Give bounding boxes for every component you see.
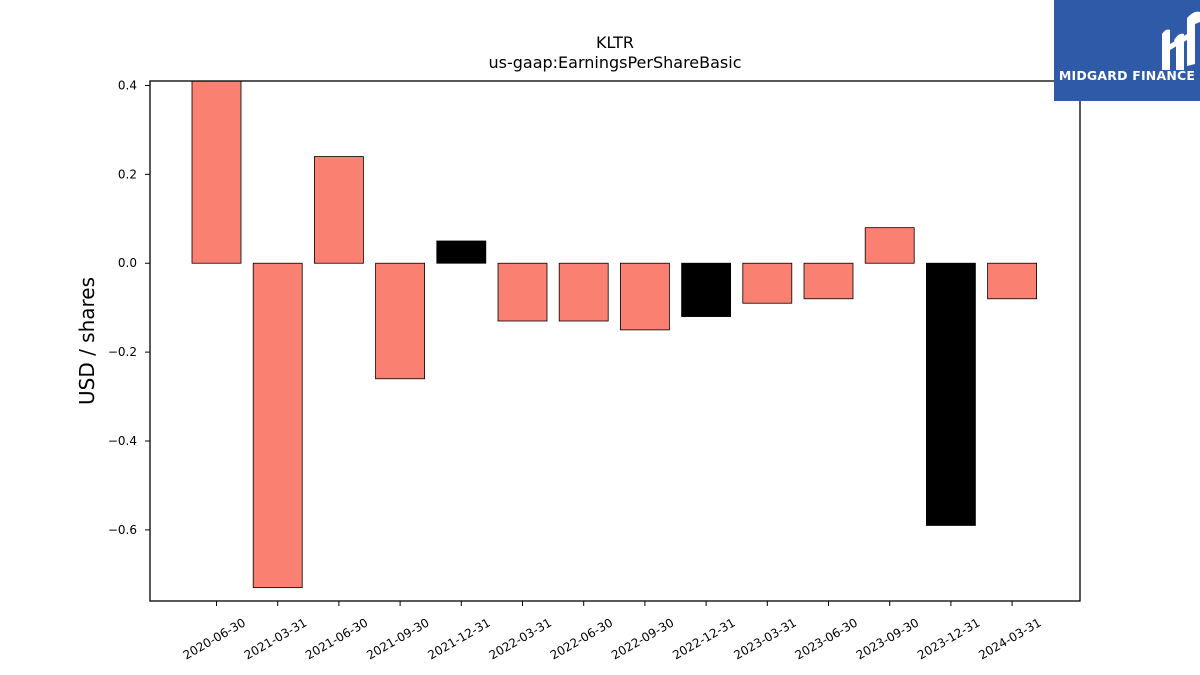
bar-2023-03-31 <box>742 262 793 304</box>
bar-2022-12-31 <box>681 262 731 317</box>
bar-2023-12-31 <box>926 262 976 526</box>
y-tick-label: 0.2 <box>118 167 137 181</box>
bar-2022-03-31 <box>497 262 548 322</box>
x-tick-label: 2022-06-30 <box>548 615 615 662</box>
bar-2023-06-30 <box>803 262 854 300</box>
y-axis-label: USD / shares <box>75 277 99 405</box>
x-axis-ticks: 2020-06-302021-03-312021-06-302021-09-30… <box>181 601 1044 662</box>
y-tick-label: 0.4 <box>118 78 137 92</box>
bar-2024-03-31 <box>987 262 1037 300</box>
bars-layer <box>191 80 1037 589</box>
chart-subtitle: us-gaap:EarningsPerShareBasic <box>488 53 741 72</box>
x-tick-label: 2022-03-31 <box>487 615 554 662</box>
y-tick-label: −0.2 <box>108 345 137 359</box>
bar-2021-12-31 <box>436 240 487 264</box>
bar-2020-06-30 <box>191 80 242 264</box>
plot-frame <box>149 80 1081 602</box>
bar-2022-09-30 <box>620 262 670 331</box>
x-tick-label: 2023-12-31 <box>915 615 982 662</box>
x-tick-label: 2023-03-31 <box>731 615 798 662</box>
logo-mark-icon <box>1162 11 1200 70</box>
x-tick-label: 2023-09-30 <box>854 615 921 662</box>
x-tick-label: 2021-03-31 <box>242 615 309 662</box>
y-tick-label: 0.0 <box>118 256 137 270</box>
y-tick-label: −0.6 <box>108 523 137 537</box>
y-axis-ticks: 0.4 0.2 0.0 −0.2 −0.4 −0.6 <box>108 78 150 537</box>
bar-2021-09-30 <box>375 262 426 380</box>
chart-title: KLTR <box>596 33 634 52</box>
x-tick-label: 2022-12-31 <box>670 615 737 662</box>
x-tick-label: 2021-12-31 <box>425 615 492 662</box>
bar-2022-06-30 <box>558 262 609 322</box>
bar-2023-09-30 <box>864 227 915 264</box>
logo-text: MIDGARD FINANCE <box>1058 68 1196 83</box>
x-tick-label: 2024-03-31 <box>976 615 1043 662</box>
x-tick-label: 2021-06-30 <box>303 615 370 662</box>
x-tick-label: 2021-09-30 <box>364 615 431 662</box>
logo: MIDGARD FINANCE <box>1054 0 1200 101</box>
x-tick-label: 2023-06-30 <box>793 615 860 662</box>
x-tick-label: 2022-09-30 <box>609 615 676 662</box>
bar-2021-06-30 <box>313 156 364 264</box>
y-tick-label: −0.4 <box>108 434 137 448</box>
bar-2021-03-31 <box>252 262 303 589</box>
x-tick-label: 2020-06-30 <box>181 615 248 662</box>
